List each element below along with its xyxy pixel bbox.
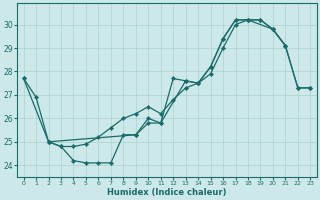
X-axis label: Humidex (Indice chaleur): Humidex (Indice chaleur) — [107, 188, 227, 197]
